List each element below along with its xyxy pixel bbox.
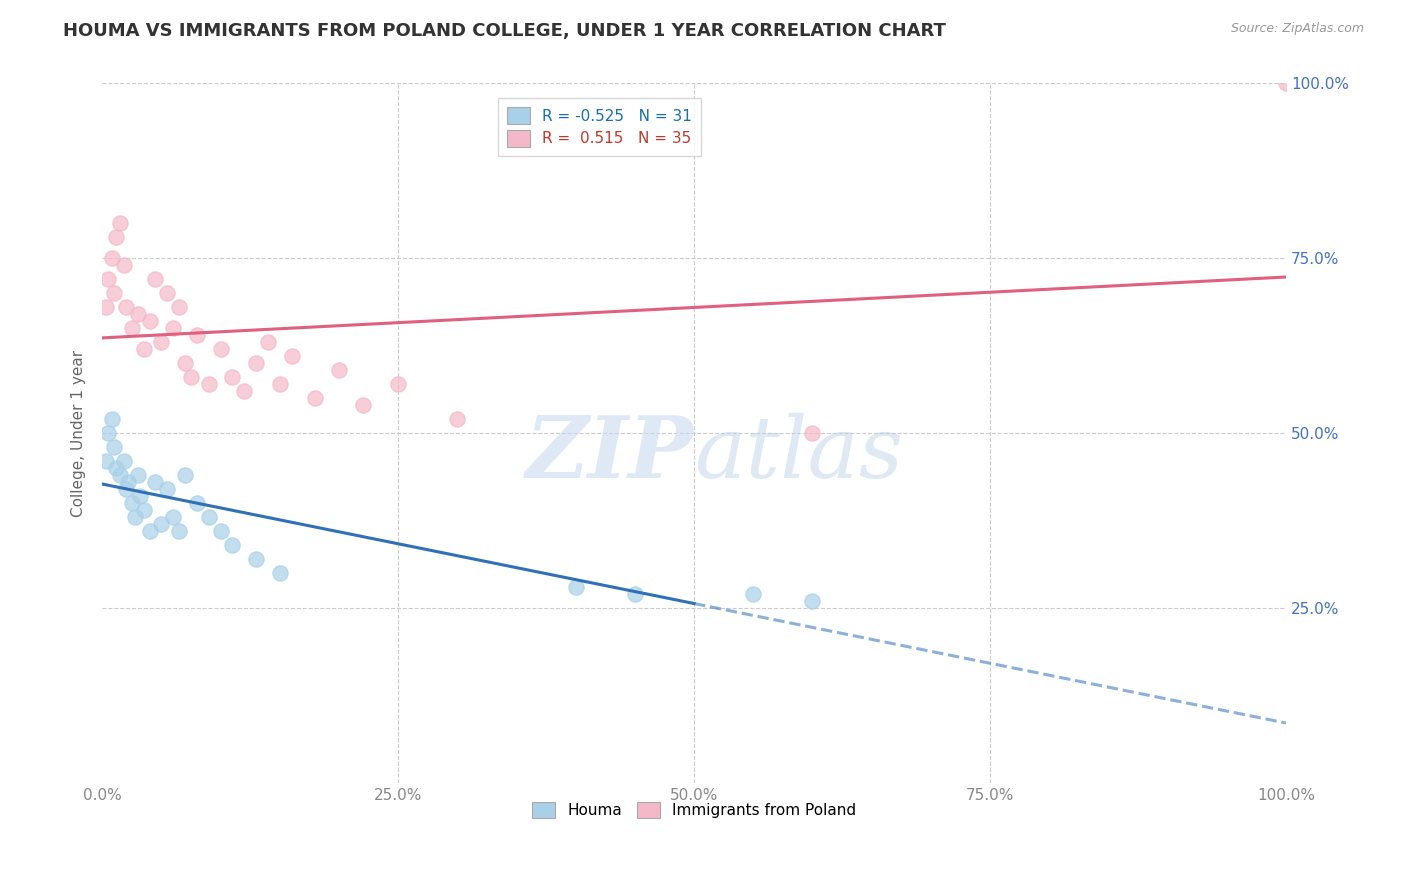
Point: [138, 314, 160, 328]
Point: [156, 482, 179, 496]
Point: [197, 510, 219, 524]
Point: [145, 475, 167, 490]
Point: [564, 580, 586, 594]
Point: [150, 335, 173, 350]
Point: [446, 412, 468, 426]
Point: [100, 412, 122, 426]
Point: [352, 398, 374, 412]
Point: [108, 216, 131, 230]
Point: [209, 343, 232, 357]
Point: [117, 475, 139, 490]
Point: [624, 587, 647, 601]
Point: [209, 524, 232, 538]
Point: [103, 440, 125, 454]
Point: [105, 230, 128, 244]
Point: [103, 286, 125, 301]
Point: [94, 301, 117, 315]
Point: [245, 356, 267, 370]
Point: [801, 594, 824, 608]
Point: [280, 349, 302, 363]
Legend: Houma, Immigrants from Poland: Houma, Immigrants from Poland: [526, 796, 862, 824]
Point: [105, 461, 128, 475]
Point: [245, 552, 267, 566]
Point: [138, 524, 160, 538]
Point: [180, 370, 202, 384]
Point: [801, 426, 824, 441]
Point: [115, 482, 138, 496]
Point: [145, 272, 167, 286]
Point: [132, 503, 155, 517]
Point: [1275, 77, 1298, 91]
Point: [167, 524, 190, 538]
Point: [115, 301, 138, 315]
Point: [304, 391, 326, 405]
Point: [257, 335, 280, 350]
Point: [94, 454, 117, 468]
Point: [742, 587, 765, 601]
Point: [112, 258, 135, 272]
Point: [186, 328, 208, 343]
Point: [97, 272, 120, 286]
Point: [221, 370, 243, 384]
Y-axis label: College, Under 1 year: College, Under 1 year: [72, 350, 86, 516]
Point: [124, 510, 146, 524]
Point: [150, 517, 173, 532]
Point: [328, 363, 350, 377]
Point: [127, 468, 149, 483]
Point: [127, 307, 149, 321]
Point: [269, 377, 291, 392]
Text: HOUMA VS IMMIGRANTS FROM POLAND COLLEGE, UNDER 1 YEAR CORRELATION CHART: HOUMA VS IMMIGRANTS FROM POLAND COLLEGE,…: [63, 22, 946, 40]
Point: [269, 566, 291, 581]
Point: [121, 321, 143, 335]
Point: [162, 321, 184, 335]
Point: [108, 468, 131, 483]
Text: atlas: atlas: [695, 413, 903, 496]
Text: Source: ZipAtlas.com: Source: ZipAtlas.com: [1230, 22, 1364, 36]
Point: [162, 510, 184, 524]
Point: [156, 286, 179, 301]
Point: [100, 252, 122, 266]
Point: [97, 426, 120, 441]
Text: ZIP: ZIP: [526, 412, 695, 496]
Point: [221, 538, 243, 552]
Point: [167, 301, 190, 315]
Point: [112, 454, 135, 468]
Point: [121, 496, 143, 510]
Point: [174, 356, 197, 370]
Point: [129, 489, 152, 503]
Point: [233, 384, 256, 399]
Point: [387, 377, 409, 392]
Point: [186, 496, 208, 510]
Point: [197, 377, 219, 392]
Point: [174, 468, 197, 483]
Point: [132, 343, 155, 357]
